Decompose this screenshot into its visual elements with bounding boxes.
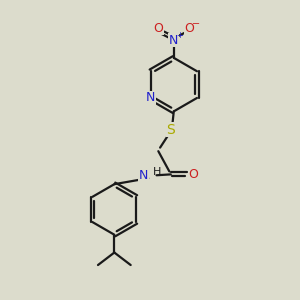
Text: O: O bbox=[153, 22, 163, 34]
Text: O: O bbox=[188, 168, 198, 181]
Text: +: + bbox=[176, 32, 183, 40]
Text: −: − bbox=[192, 19, 200, 29]
Text: N: N bbox=[169, 34, 178, 47]
Text: N: N bbox=[146, 92, 155, 104]
Text: O: O bbox=[184, 22, 194, 34]
Text: S: S bbox=[167, 123, 175, 137]
Text: N: N bbox=[139, 169, 148, 182]
Text: H: H bbox=[153, 167, 161, 177]
